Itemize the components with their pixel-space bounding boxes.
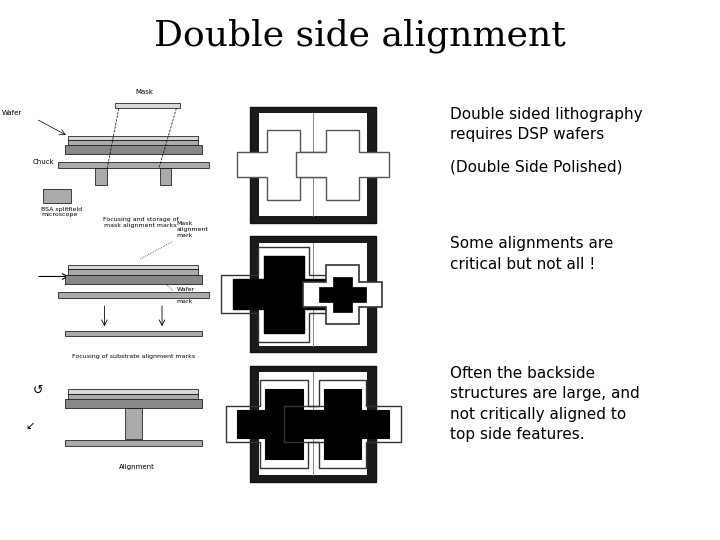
Text: not critically aligned to: not critically aligned to bbox=[450, 407, 626, 422]
Text: ↙: ↙ bbox=[25, 421, 35, 431]
Text: Some alignments are: Some alignments are bbox=[450, 237, 613, 251]
Bar bbox=[251, 107, 376, 223]
Text: Often the backside: Often the backside bbox=[450, 366, 595, 381]
Text: structures are large, and: structures are large, and bbox=[450, 387, 640, 401]
Text: Focusing of substrate alignment marks: Focusing of substrate alignment marks bbox=[71, 354, 195, 359]
Polygon shape bbox=[238, 130, 330, 200]
Bar bbox=[68, 265, 198, 269]
Text: BSA splitfield
microscope: BSA splitfield microscope bbox=[41, 206, 82, 217]
Bar bbox=[65, 145, 202, 154]
Bar bbox=[68, 389, 198, 394]
Bar bbox=[58, 163, 209, 168]
Bar bbox=[65, 330, 202, 336]
Text: Chuck: Chuck bbox=[32, 159, 54, 165]
Bar bbox=[251, 237, 376, 352]
Text: requires DSP wafers: requires DSP wafers bbox=[450, 127, 604, 142]
Bar bbox=[68, 269, 198, 276]
Bar bbox=[68, 136, 198, 140]
Polygon shape bbox=[238, 389, 330, 459]
Text: Alignment: Alignment bbox=[119, 464, 155, 470]
Bar bbox=[68, 394, 198, 401]
Bar bbox=[259, 243, 367, 346]
Text: Focusing and storage of
mask alignment marks: Focusing and storage of mask alignment m… bbox=[102, 217, 179, 228]
Bar bbox=[65, 399, 202, 408]
Text: Wafer: Wafer bbox=[1, 110, 22, 116]
Text: Double sided lithography: Double sided lithography bbox=[450, 106, 643, 122]
Polygon shape bbox=[303, 265, 382, 324]
Polygon shape bbox=[296, 130, 389, 200]
Bar bbox=[68, 140, 198, 147]
Bar bbox=[65, 440, 202, 446]
Bar bbox=[115, 103, 180, 108]
Text: ↺: ↺ bbox=[32, 383, 43, 397]
Bar bbox=[43, 189, 71, 203]
Text: (Double Side Polished): (Double Side Polished) bbox=[450, 160, 623, 174]
Text: Double side alignment: Double side alignment bbox=[154, 19, 566, 53]
Bar bbox=[259, 373, 367, 475]
Polygon shape bbox=[233, 256, 336, 333]
Polygon shape bbox=[319, 277, 366, 312]
Text: critical but not all !: critical but not all ! bbox=[450, 257, 595, 272]
Bar bbox=[160, 168, 171, 186]
Text: top side features.: top side features. bbox=[450, 428, 585, 442]
Text: Mask
alignment
mark: Mask alignment mark bbox=[176, 221, 208, 238]
Polygon shape bbox=[296, 389, 389, 459]
Bar bbox=[259, 113, 367, 216]
Text: Wafer
alignment
mark: Wafer alignment mark bbox=[176, 287, 208, 303]
Text: Mask: Mask bbox=[135, 89, 153, 95]
Bar bbox=[58, 292, 209, 298]
Bar bbox=[65, 275, 202, 284]
Bar bbox=[251, 366, 376, 482]
Bar bbox=[95, 168, 107, 186]
Bar bbox=[125, 408, 142, 440]
